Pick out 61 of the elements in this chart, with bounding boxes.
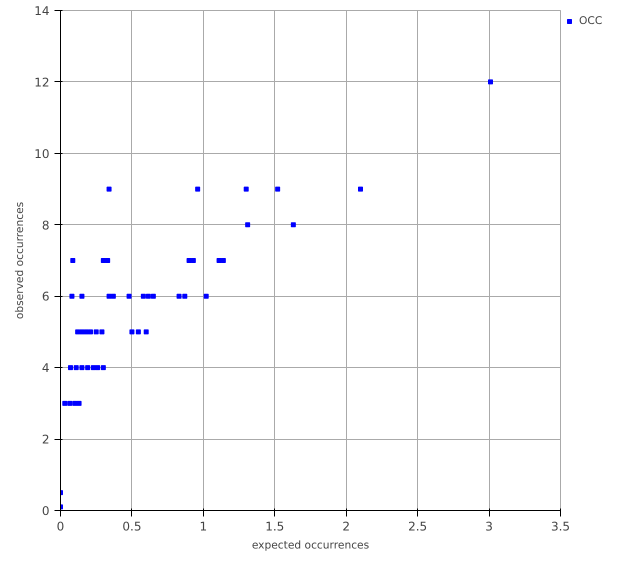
x-tick-label: 3.5 — [550, 520, 570, 534]
point — [76, 400, 82, 406]
y-tick-label: 2 — [42, 432, 50, 447]
point — [106, 186, 112, 192]
y-tick-label: 12 — [34, 75, 50, 90]
point — [85, 365, 90, 370]
point — [204, 294, 209, 299]
point — [190, 258, 196, 263]
point — [146, 294, 151, 299]
x-tick-label: 2 — [342, 520, 350, 534]
point — [68, 365, 73, 370]
point — [220, 258, 226, 263]
y-tick-label: 6 — [42, 290, 50, 304]
point — [75, 329, 80, 334]
point — [94, 329, 99, 334]
point — [150, 294, 156, 299]
point — [70, 258, 76, 263]
point — [244, 186, 249, 192]
x-tick-label: 2.5 — [408, 520, 428, 534]
point — [99, 329, 104, 334]
point — [186, 258, 192, 263]
point — [488, 79, 493, 84]
point — [110, 294, 116, 299]
point — [290, 222, 296, 228]
point — [79, 294, 84, 299]
x-tick-label: 1 — [200, 520, 208, 534]
point — [358, 186, 363, 192]
point — [106, 294, 112, 299]
y-tick-label: 4 — [42, 361, 50, 376]
y-tick-label: 10 — [34, 146, 50, 161]
y-tick-label: 8 — [42, 218, 50, 232]
x-tick-label: 0.5 — [122, 520, 142, 534]
legend-label: OCC — [579, 14, 602, 27]
point — [245, 222, 250, 228]
y-tick-label: 14 — [34, 4, 50, 18]
y-axis-title: observed occurrences — [13, 201, 26, 320]
point — [95, 365, 100, 370]
point — [129, 329, 134, 334]
point — [275, 186, 280, 192]
y-tick-label: 0 — [42, 504, 50, 518]
x-tick-label: 0 — [56, 520, 64, 534]
point — [62, 400, 68, 406]
point — [144, 329, 149, 334]
point — [69, 294, 74, 299]
x-tick-label: 1.5 — [265, 520, 284, 534]
x-axis-title: expected occurrences — [252, 538, 370, 552]
point — [79, 365, 84, 370]
point — [136, 329, 141, 334]
point — [74, 365, 79, 370]
point — [126, 294, 132, 299]
point — [195, 186, 200, 192]
point — [84, 329, 89, 334]
point — [216, 258, 222, 263]
point — [100, 365, 106, 370]
x-tick-label: 3 — [485, 520, 493, 534]
point — [176, 294, 182, 299]
point — [182, 294, 188, 299]
point — [140, 294, 146, 299]
point — [88, 329, 93, 334]
point — [67, 400, 72, 406]
point — [105, 258, 110, 263]
